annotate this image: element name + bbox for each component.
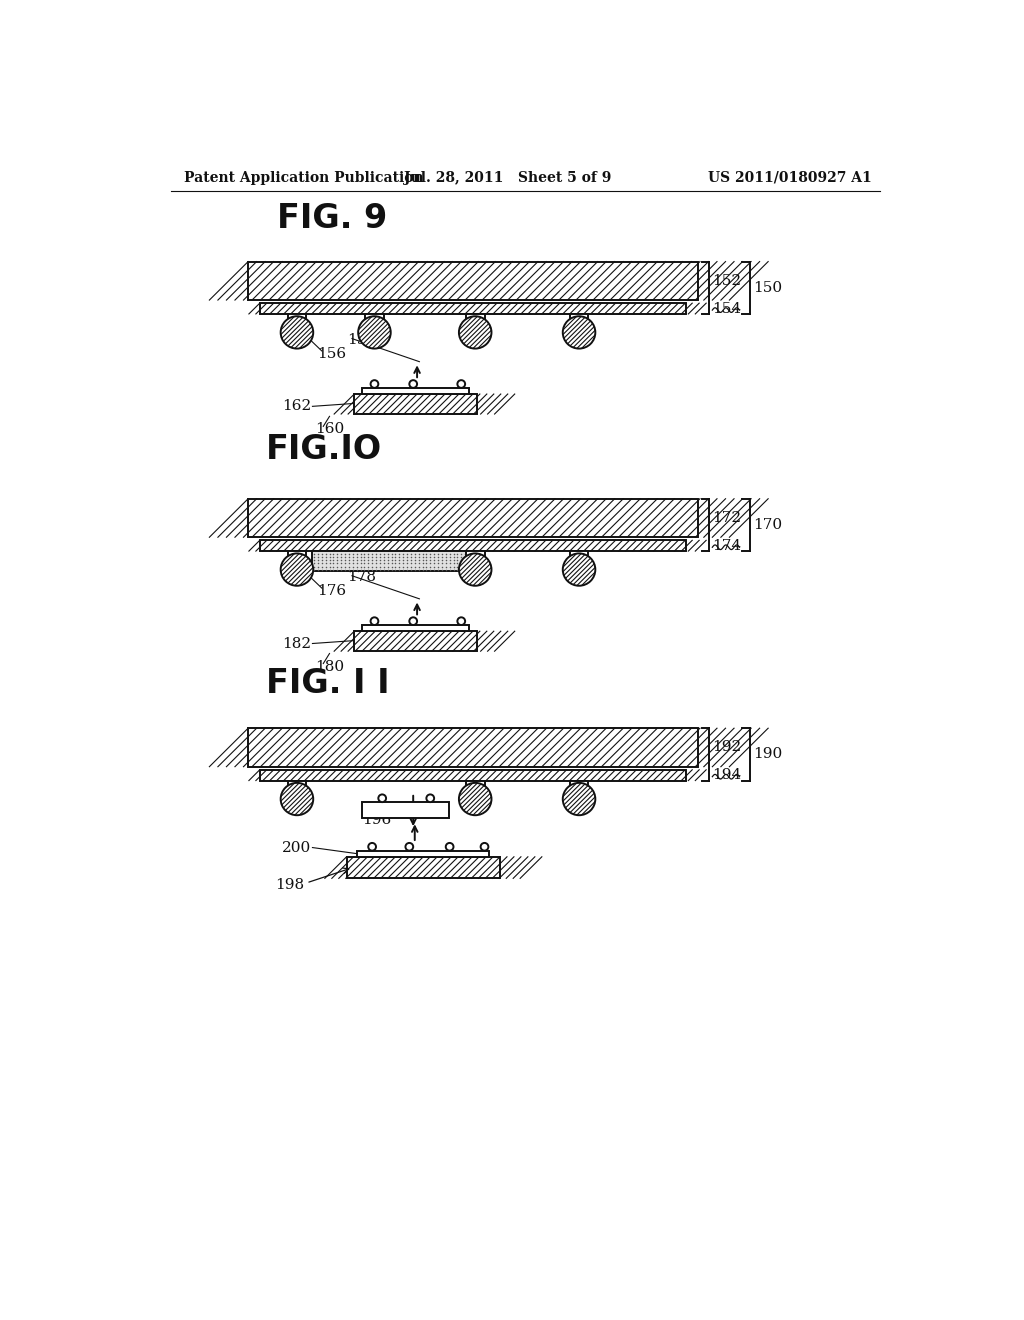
Bar [466, 314, 484, 321]
Circle shape [281, 783, 313, 816]
Bar [346, 857, 500, 878]
Circle shape [459, 783, 492, 816]
Text: 194: 194 [713, 768, 741, 783]
Text: 152: 152 [713, 273, 741, 288]
Text: 192: 192 [713, 741, 741, 755]
Circle shape [378, 795, 386, 803]
Circle shape [563, 553, 595, 586]
Text: 154: 154 [713, 301, 741, 315]
Bar [260, 770, 686, 780]
Bar [362, 388, 469, 395]
Text: 162: 162 [282, 400, 311, 413]
Bar [354, 631, 477, 651]
Circle shape [358, 317, 391, 348]
Text: Patent Application Publication: Patent Application Publication [183, 170, 424, 185]
Text: 182: 182 [282, 636, 311, 651]
Text: 150: 150 [753, 281, 781, 294]
Circle shape [459, 553, 492, 586]
Bar [260, 304, 686, 314]
Bar [366, 314, 384, 321]
Text: 190: 190 [753, 747, 782, 762]
Bar [569, 552, 589, 558]
Bar [288, 314, 306, 321]
Circle shape [563, 553, 595, 586]
Circle shape [563, 783, 595, 816]
Text: FIG.IO: FIG.IO [266, 433, 382, 466]
Circle shape [410, 380, 417, 388]
Circle shape [371, 380, 378, 388]
Circle shape [281, 553, 313, 586]
Circle shape [410, 618, 417, 626]
Circle shape [563, 317, 595, 348]
Bar [362, 803, 449, 817]
Text: 198: 198 [275, 878, 305, 891]
Text: 196: 196 [362, 813, 391, 826]
Circle shape [281, 317, 313, 348]
Circle shape [369, 843, 376, 850]
Circle shape [563, 317, 595, 348]
Text: 176: 176 [317, 585, 346, 598]
Text: 200: 200 [282, 841, 311, 854]
Circle shape [458, 380, 465, 388]
Text: 180: 180 [315, 660, 345, 673]
Circle shape [358, 317, 391, 348]
Bar [354, 395, 477, 414]
Circle shape [563, 783, 595, 816]
Text: 178: 178 [347, 570, 377, 585]
Circle shape [281, 553, 313, 586]
Text: 158: 158 [347, 333, 377, 347]
Text: 160: 160 [315, 422, 345, 437]
Bar [288, 552, 306, 558]
Circle shape [459, 317, 492, 348]
Bar [248, 499, 697, 537]
Circle shape [480, 843, 488, 850]
Circle shape [406, 843, 414, 850]
Bar [466, 552, 484, 558]
Text: FIG. 9: FIG. 9 [276, 202, 387, 235]
Text: Jul. 28, 2011   Sheet 5 of 9: Jul. 28, 2011 Sheet 5 of 9 [404, 170, 611, 185]
Bar [260, 540, 686, 552]
Bar [466, 780, 484, 788]
Bar [248, 261, 697, 300]
Text: 174: 174 [713, 539, 741, 553]
Circle shape [458, 618, 465, 626]
Bar [288, 780, 306, 788]
Bar [346, 857, 500, 878]
Circle shape [281, 317, 313, 348]
Text: 172: 172 [713, 511, 741, 525]
Bar [354, 631, 477, 651]
Bar [260, 304, 686, 314]
Bar [311, 552, 482, 572]
Text: US 2011/0180927 A1: US 2011/0180927 A1 [709, 170, 872, 185]
Bar [248, 729, 697, 767]
Circle shape [459, 783, 492, 816]
Circle shape [281, 783, 313, 816]
Circle shape [426, 795, 434, 803]
Circle shape [459, 553, 492, 586]
Text: 170: 170 [753, 517, 781, 532]
Bar [248, 261, 697, 300]
Text: FIG. I I: FIG. I I [266, 667, 389, 700]
Circle shape [459, 317, 492, 348]
Circle shape [371, 618, 378, 626]
Bar [248, 499, 697, 537]
Bar [248, 729, 697, 767]
Bar [569, 314, 589, 321]
Bar [354, 395, 477, 414]
Bar [260, 770, 686, 780]
Bar [569, 780, 589, 788]
Bar [260, 540, 686, 552]
Text: 156: 156 [317, 347, 346, 360]
Bar [357, 850, 489, 857]
Circle shape [445, 843, 454, 850]
Bar [362, 626, 469, 631]
